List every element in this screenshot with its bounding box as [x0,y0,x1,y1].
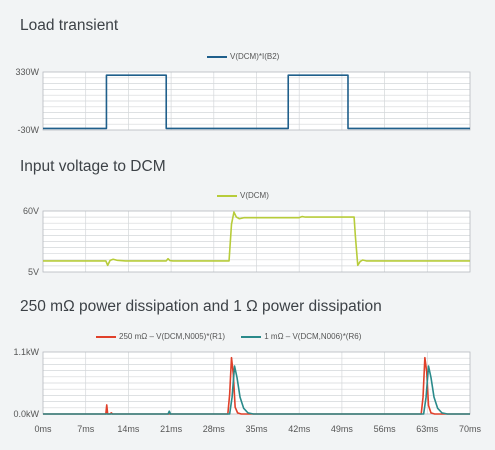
x-tick-label: 63ms [416,424,439,434]
x-tick-label: 70ms [459,424,482,434]
legend-label: V(DCM)*I(B2) [230,52,280,61]
legend-load-transient: V(DCM)*I(B2) [207,52,279,61]
legend-swatch [241,335,262,338]
x-tick-label: 49ms [331,424,354,434]
y-tick-label: 330W [15,67,39,77]
x-tick-label: 21ms [160,424,183,434]
legend-label: V(DCM) [240,191,269,200]
legend-power-dissipation: 250 mΩ – V(DCM,N005)*(R1) 1 mΩ – V(DCM,N… [96,332,375,341]
x-tick-label: 42ms [288,424,311,434]
legend-label: 1 mΩ – V(DCM,N006)*(R6) [264,332,362,341]
y-tick-label: 0.0kW [13,409,39,419]
chart-title-load-transient: Load transient [20,17,119,34]
x-tick-label: 35ms [245,424,268,434]
x-tick-label: 14ms [117,424,140,434]
legend-swatch [96,335,116,338]
x-tick-label: 0ms [34,424,52,434]
legend-swatch [217,194,237,197]
legend-label: 250 mΩ – V(DCM,N005)*(R1) [119,332,226,341]
legend-swatch [207,55,227,58]
x-tick-label: 28ms [203,424,226,434]
y-tick-label: -30W [17,125,39,135]
series-line-2 [43,365,470,415]
series-line-1 [43,211,470,267]
chart-title-power-dissipation: 250 mΩ power dissipation and 1 Ω power d… [20,298,382,315]
plot-frame [42,210,471,273]
y-tick-label: 60V [23,206,39,216]
y-tick-label: 5V [28,267,39,277]
x-tick-label: 56ms [374,424,397,434]
chart-title-input-voltage: Input voltage to DCM [20,158,166,175]
x-tick-label: 7ms [77,424,95,434]
legend-input-voltage: V(DCM) [217,191,269,200]
plot-frame [42,71,471,131]
y-tick-label: 1.1kW [13,347,39,357]
series-line-1 [43,74,470,130]
